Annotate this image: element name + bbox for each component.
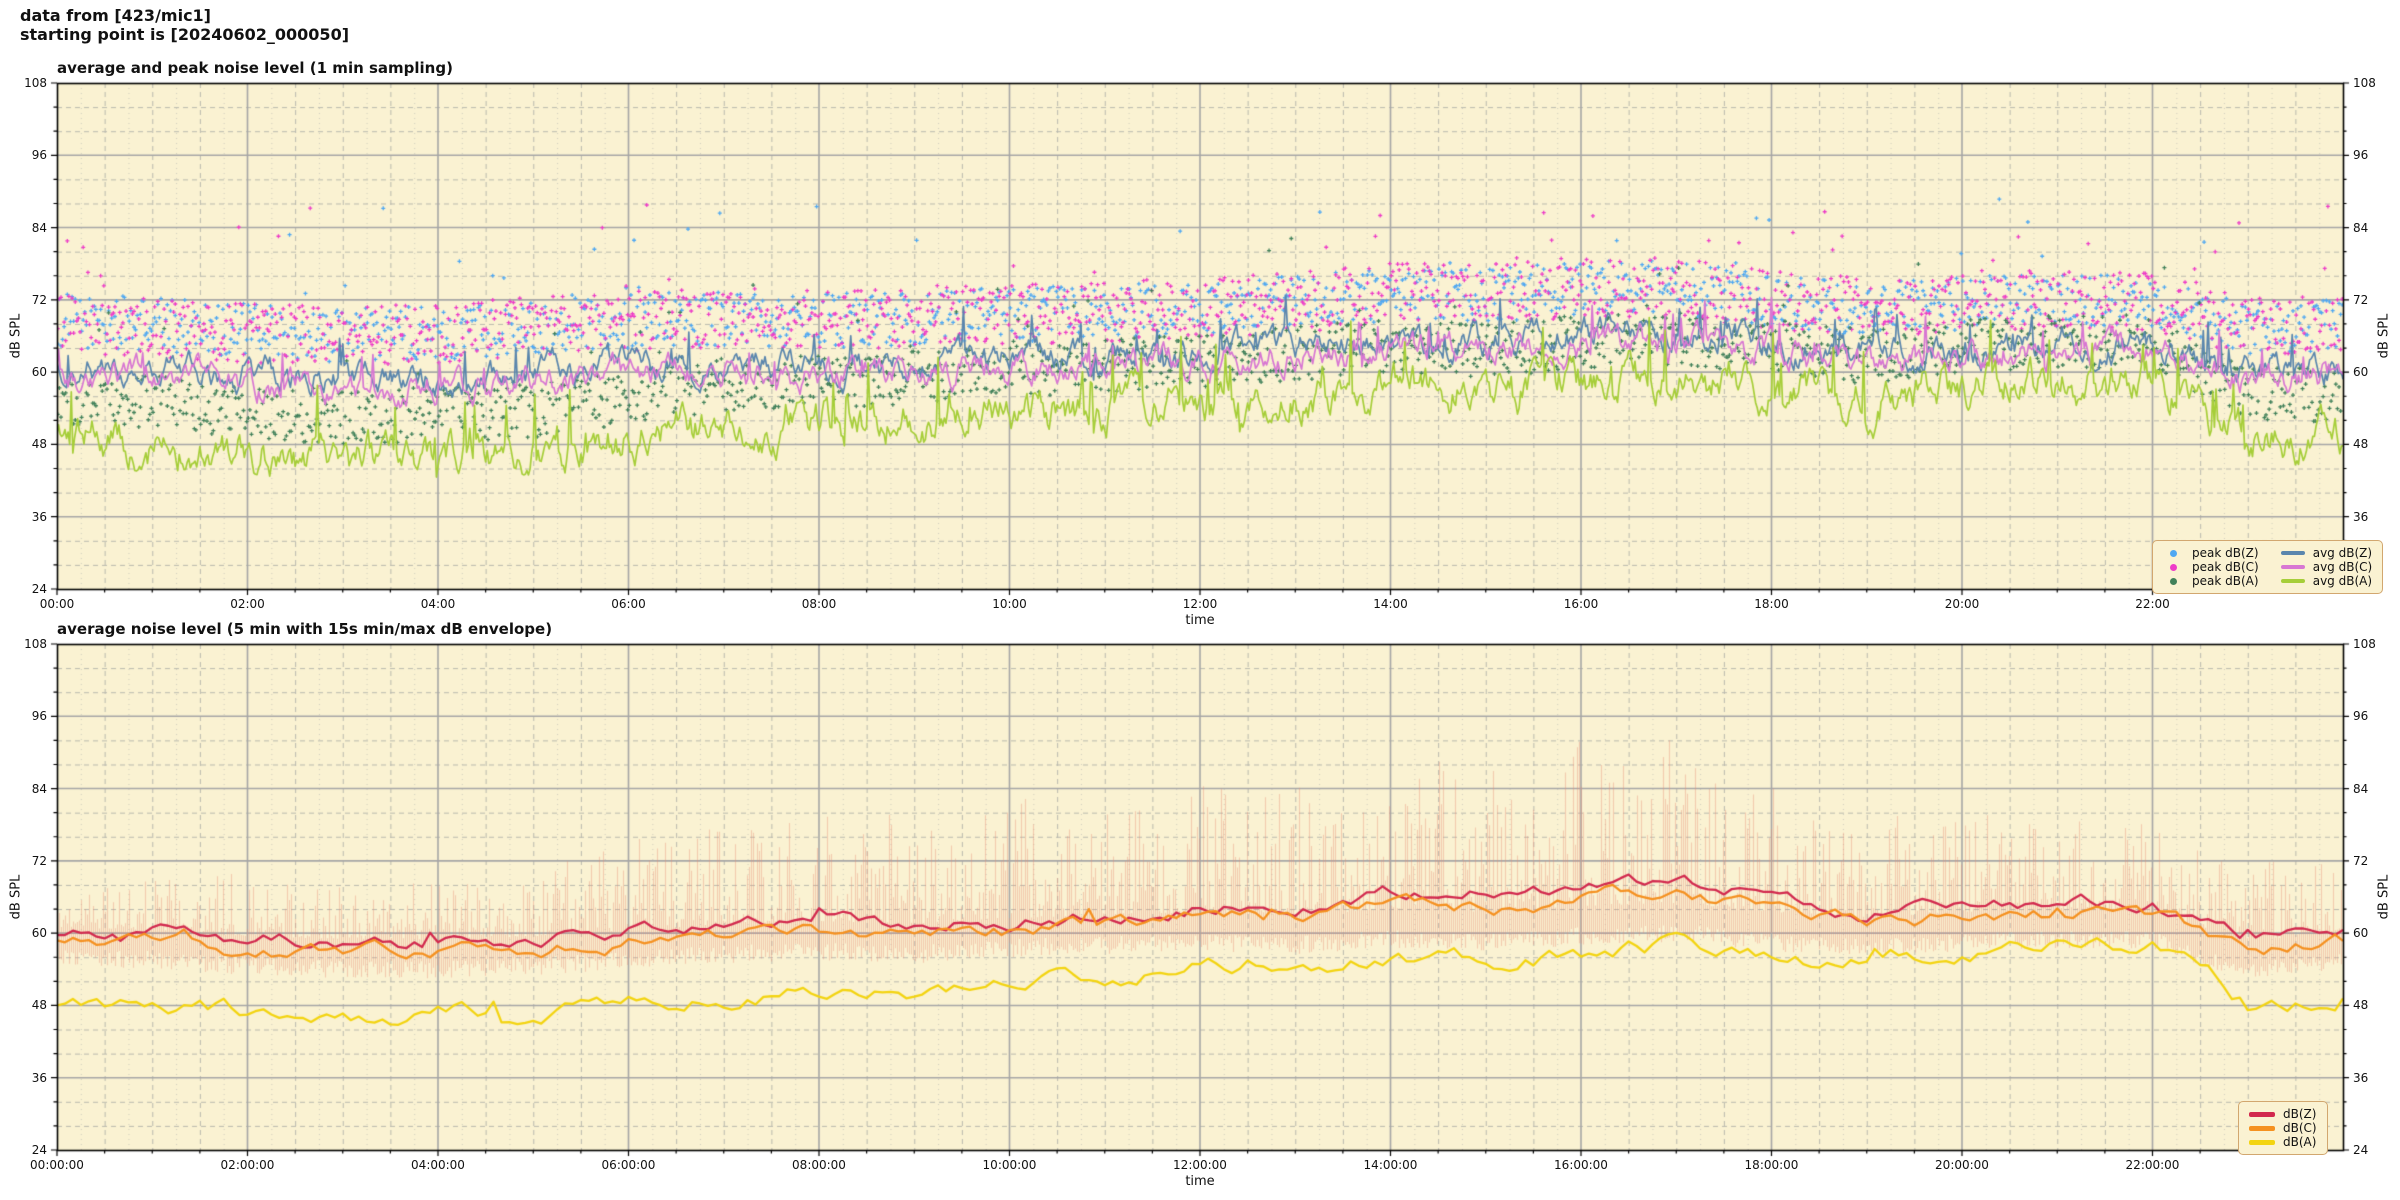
tick-label: 12:00:00 [1173,1158,1227,1172]
legend-label: peak dB(C) [2192,560,2259,574]
tick-label: 20:00:00 [1935,1158,1989,1172]
tick-label: 60 [2353,365,2369,380]
legend-label: avg dB(A) [2312,574,2373,588]
header-data-source: data from [423/mic1] [20,6,211,25]
tick-label: 48 [31,437,47,452]
tick-label: 108 [24,637,47,651]
tick-label: 08:00:00 [792,1158,846,1172]
tick-label: 10:00:00 [982,1158,1037,1172]
tick-label: 18:00:00 [1744,1158,1799,1172]
tick-label: 36 [31,509,47,524]
tick-label: 06:00 [611,597,646,611]
tick-label: 04:00 [420,597,456,611]
tick-label: 96 [2353,709,2369,724]
tick-label: 04:00:00 [411,1158,465,1172]
legend-item-peak-dbc: peak dB(C) [2163,560,2259,574]
tick-label: 22:00:00 [2125,1158,2180,1172]
legend-label: peak dB(Z) [2192,546,2259,560]
tick-label: 16:00:00 [1554,1158,1608,1172]
tick-label: 72 [2353,292,2369,307]
legend-item-peak-dba: peak dB(A) [2163,574,2259,588]
legend-label: dB(C) [2283,1121,2317,1135]
legend-item-dbz: dB(Z) [2249,1107,2317,1121]
legend-label: peak dB(A) [2192,574,2259,588]
top-chart-title: average and peak noise level (1 min samp… [57,59,453,77]
tick-label: 36 [2353,1070,2369,1085]
legend-label: avg dB(C) [2312,560,2373,574]
tick-label: 14:00:00 [1363,1158,1418,1172]
tick-label: 96 [2353,148,2369,163]
tick-label: 14:00 [1373,597,1408,611]
legend-item-avg-dbc: avg dB(C) [2280,560,2373,574]
peak-dbc-marker-icon [2170,563,2177,571]
tick-label: 16:00 [1563,597,1599,611]
top-chart-legend: peak dB(Z) avg dB(Z) peak dB(C) avg dB(C… [2152,540,2384,594]
tick-label: 108 [24,76,47,90]
avg-dba-line-icon [2280,579,2305,583]
bottom-chart-legend: dB(Z) dB(C) dB(A) [2238,1101,2328,1155]
bottom-chart-x-axis-label: time [1185,1174,1215,1189]
top-chart-x-axis-label: time [1185,613,1215,628]
legend-item-avg-dba: avg dB(A) [2280,574,2373,588]
bottom-chart-title: average noise level (5 min with 15s min/… [57,620,553,638]
tick-label: 08:00 [801,597,837,611]
tick-label: 10:00 [992,597,1027,611]
tick-label: 00:00 [39,597,75,611]
legend-label: dB(Z) [2283,1107,2317,1121]
peak-dba-marker-icon [2170,577,2177,585]
bottom-chart-y-axis-label-right: dB SPL [2376,874,2392,920]
tick-label: 84 [2353,220,2369,235]
tick-label: 24 [31,1143,47,1157]
tick-label: 60 [31,365,47,380]
dbz-line-icon [2249,1111,2275,1117]
legend-label: avg dB(Z) [2312,546,2373,560]
tick-label: 84 [31,781,47,796]
tick-label: 60 [2353,926,2369,941]
top-chart-y-axis-label-right: dB SPL [2376,313,2392,359]
tick-label: 36 [31,1070,47,1085]
tick-label: 24 [2353,1143,2369,1157]
header-starting-point: starting point is [20240602_000050] [20,25,350,44]
dbc-line-icon [2249,1125,2275,1131]
tick-label: 48 [31,998,47,1013]
avg-dbc-line-icon [2280,565,2305,569]
tick-label: 96 [31,148,47,163]
legend-item-dbc: dB(C) [2249,1121,2317,1135]
top-chart-y-axis-label-left: dB SPL [8,313,24,359]
legend-item-avg-dbz: avg dB(Z) [2280,546,2373,560]
tick-label: 18:00 [1754,597,1789,611]
tick-label: 20:00 [1944,597,1980,611]
tick-label: 72 [31,853,47,868]
dba-line-icon [2249,1139,2275,1145]
tick-label: 12:00 [1182,597,1218,611]
legend-item-dba: dB(A) [2249,1135,2317,1149]
tick-label: 96 [31,709,47,724]
tick-label: 72 [31,292,47,307]
tick-label: 108 [2353,637,2376,651]
tick-label: 60 [31,926,47,941]
avg-dbz-line-icon [2280,551,2305,555]
legend-label: dB(A) [2283,1135,2317,1149]
tick-label: 24 [31,582,47,596]
tick-label: 48 [2353,437,2369,452]
tick-label: 00:00:00 [30,1158,84,1172]
tick-label: 22:00 [2135,597,2170,611]
bottom-chart-y-axis-label-left: dB SPL [8,874,24,920]
tick-label: 108 [2353,76,2376,90]
legend-item-peak-dbz: peak dB(Z) [2163,546,2259,560]
peak-dbz-marker-icon [2170,549,2177,557]
tick-label: 72 [2353,853,2369,868]
tick-label: 84 [2353,781,2369,796]
tick-label: 02:00 [230,597,265,611]
tick-label: 48 [2353,998,2369,1013]
tick-label: 36 [2353,509,2369,524]
tick-label: 06:00:00 [601,1158,656,1172]
tick-label: 84 [31,220,47,235]
tick-label: 02:00:00 [220,1158,275,1172]
